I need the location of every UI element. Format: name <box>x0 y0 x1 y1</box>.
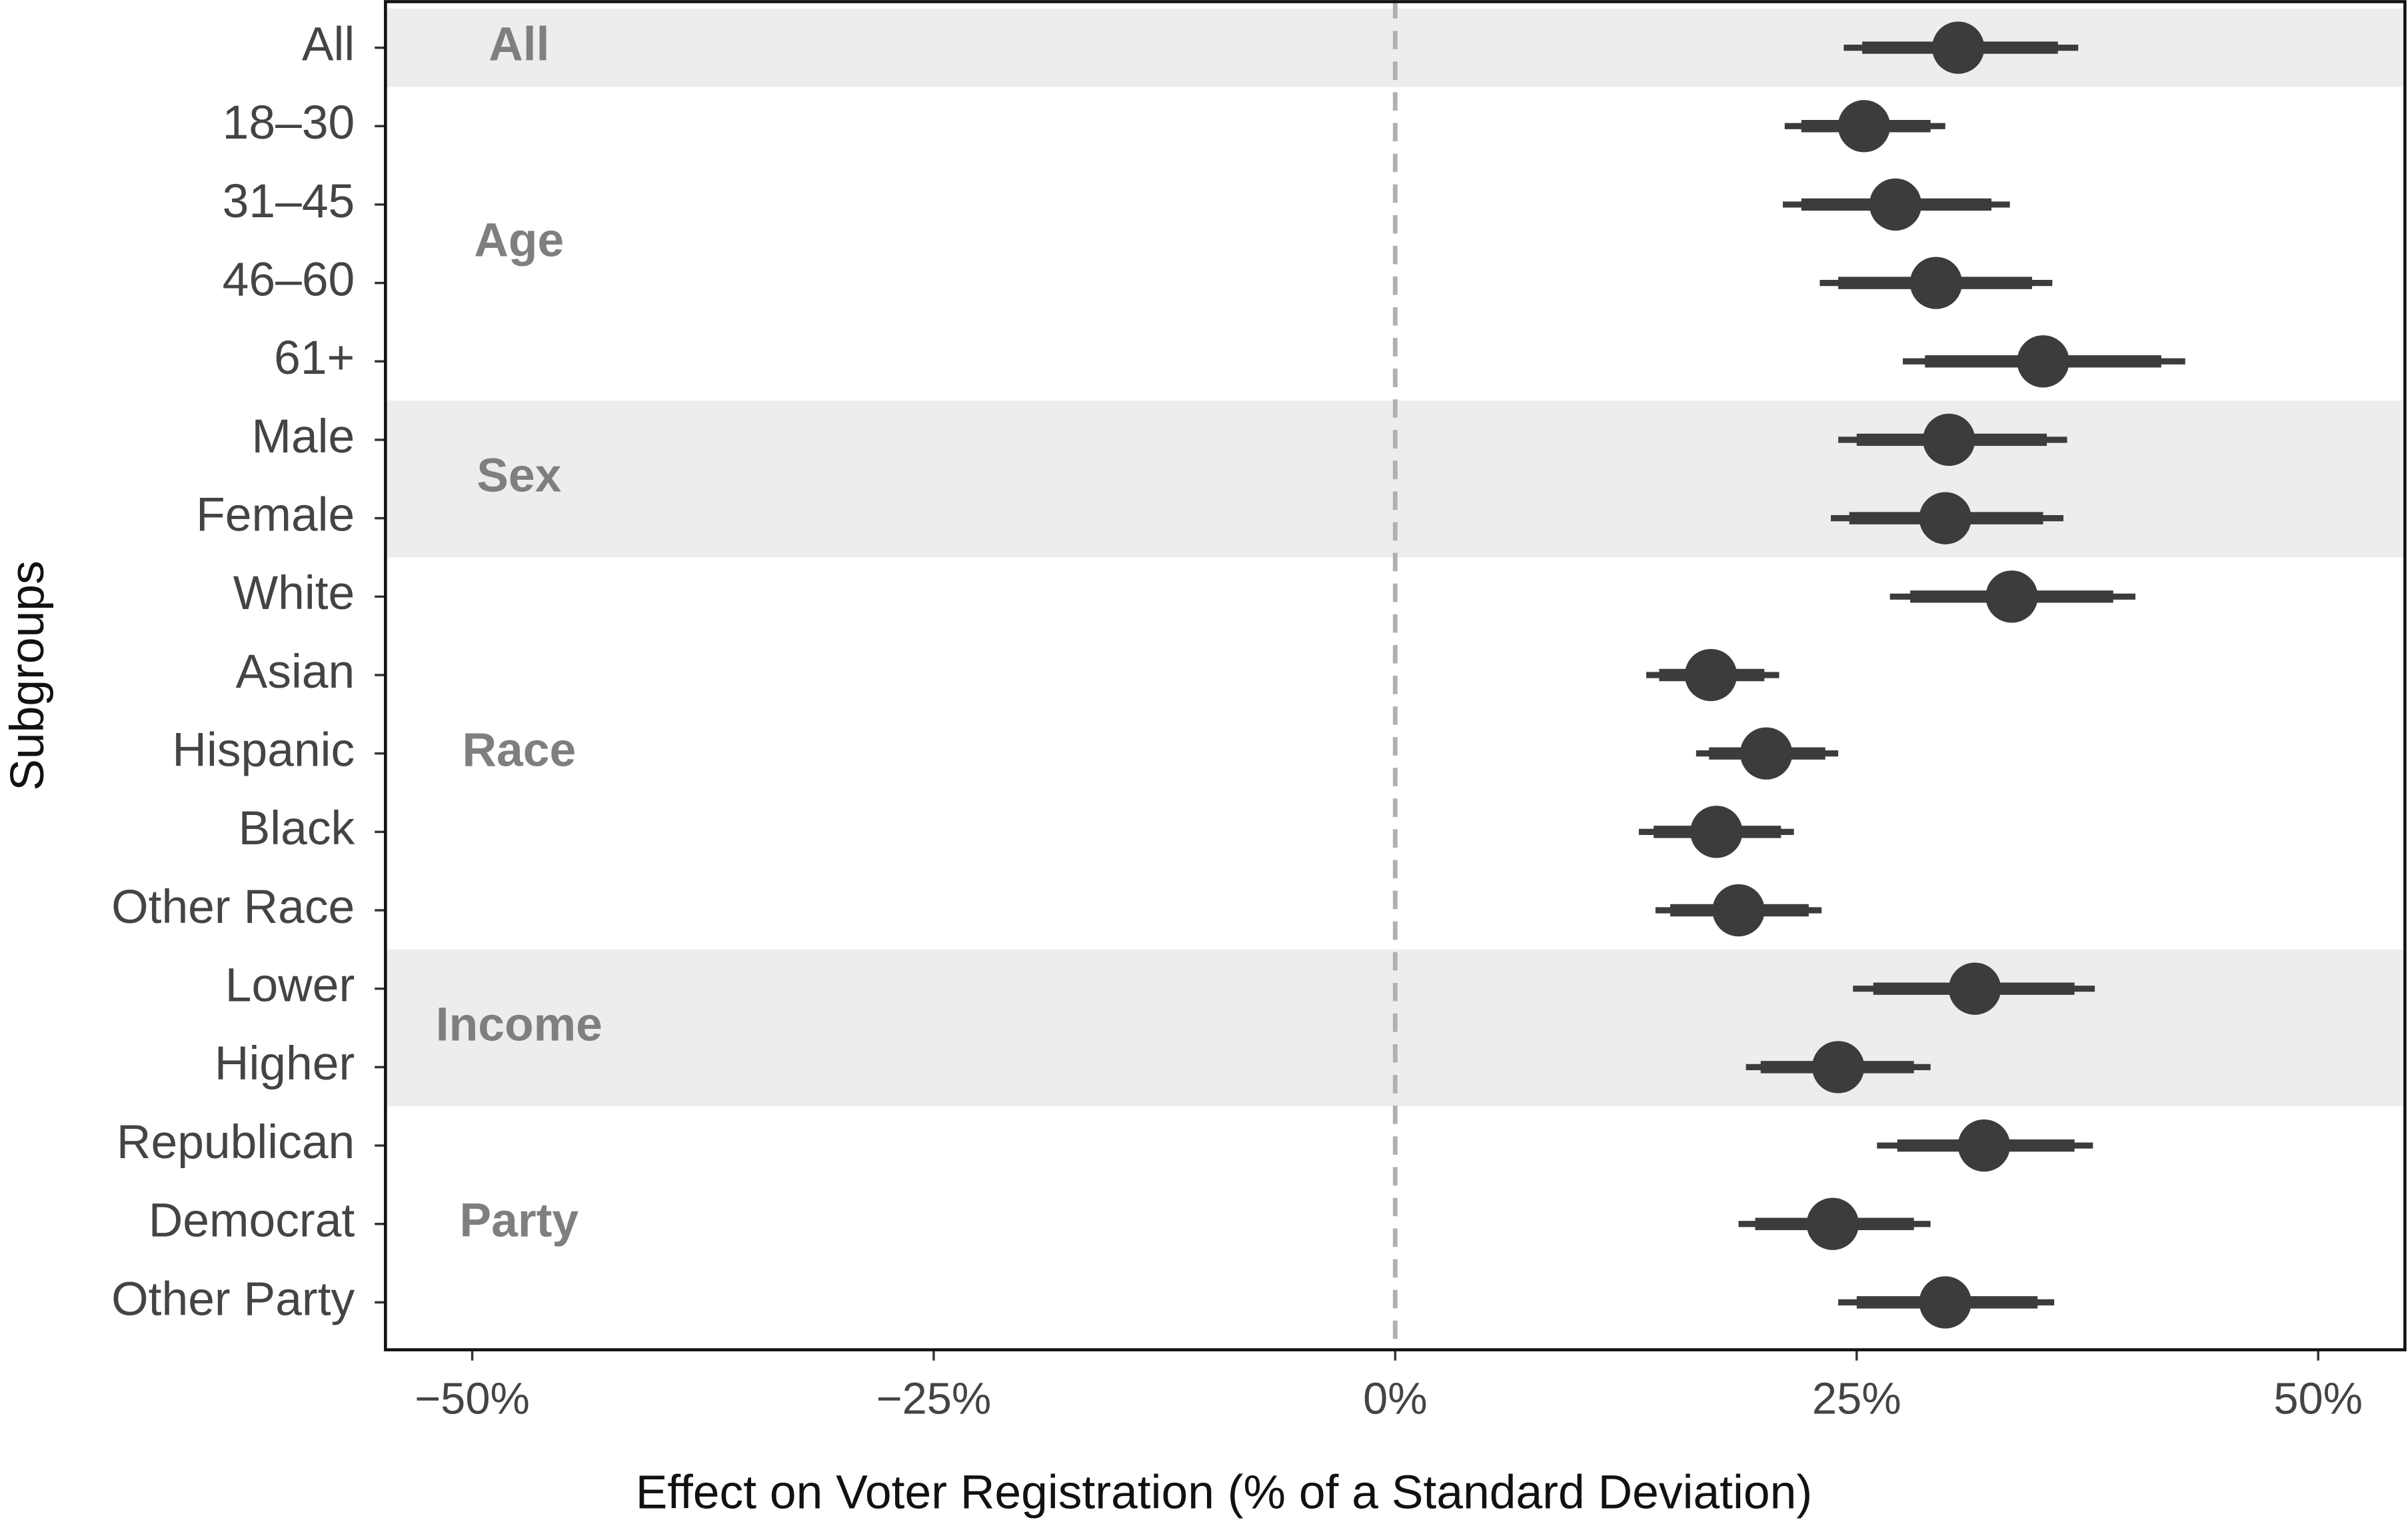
group-label: Party <box>459 1194 579 1247</box>
point-estimate <box>1919 1276 1971 1329</box>
x-tick-label: 0% <box>1363 1375 1428 1424</box>
y-tick-label: Hispanic <box>172 724 355 777</box>
y-tick-label: All <box>302 17 355 71</box>
point-estimate <box>1923 413 1975 466</box>
group-label: Sex <box>477 449 561 502</box>
point-estimate <box>1740 727 1793 780</box>
y-tick-label: Female <box>196 488 355 542</box>
point-estimate <box>1690 806 1743 858</box>
point-estimate <box>1931 21 1985 74</box>
x-tick-label: 25% <box>1812 1375 1901 1424</box>
y-tick-label: Other Party <box>111 1272 355 1325</box>
point-estimate <box>2017 335 2069 388</box>
plot-frame <box>384 0 2407 1351</box>
point-estimate <box>1684 648 1738 702</box>
group-label: All <box>489 17 549 71</box>
point-estimate <box>1806 1197 1859 1250</box>
group-label: Age <box>474 214 564 267</box>
point-estimate <box>1919 492 1971 544</box>
y-tick-label: Asian <box>236 645 355 698</box>
group-label: Race <box>462 724 576 777</box>
point-estimate <box>1837 100 1891 153</box>
y-tick-label: 31–45 <box>223 175 355 228</box>
y-tick-label: 46–60 <box>223 253 355 306</box>
point-estimate <box>1909 257 1963 309</box>
x-tick-label: −25% <box>876 1375 992 1424</box>
y-tick-label: White <box>233 566 355 620</box>
y-tick-label: Democrat <box>149 1194 355 1247</box>
point-estimate <box>1869 178 1922 231</box>
y-tick-label: 61+ <box>274 331 355 384</box>
y-tick-label: Higher <box>215 1037 355 1090</box>
point-estimate <box>1957 1119 2011 1172</box>
y-tick-label: 18–30 <box>223 96 355 149</box>
point-estimate <box>1948 962 2001 1015</box>
y-tick-label: Black <box>239 802 355 855</box>
plot-area: All Age Sex Race Income Party <box>385 0 2405 1350</box>
y-tick-label: Other Race <box>111 880 355 934</box>
point-estimate <box>1811 1041 1865 1094</box>
point-estimate <box>1712 884 1765 937</box>
y-tick-label: Republican <box>117 1116 355 1169</box>
y-axis-label: Subgroups <box>1 560 54 790</box>
x-tick-label: −50% <box>415 1375 530 1424</box>
y-tick-label: Male <box>251 410 355 463</box>
x-tick-label: 50% <box>2273 1375 2363 1424</box>
x-axis-label: Effect on Voter Registration (% of a Sta… <box>636 1465 1812 1519</box>
group-label: Income <box>436 998 602 1051</box>
y-tick-label: Lower <box>225 959 355 1012</box>
point-estimate <box>1985 570 2038 623</box>
